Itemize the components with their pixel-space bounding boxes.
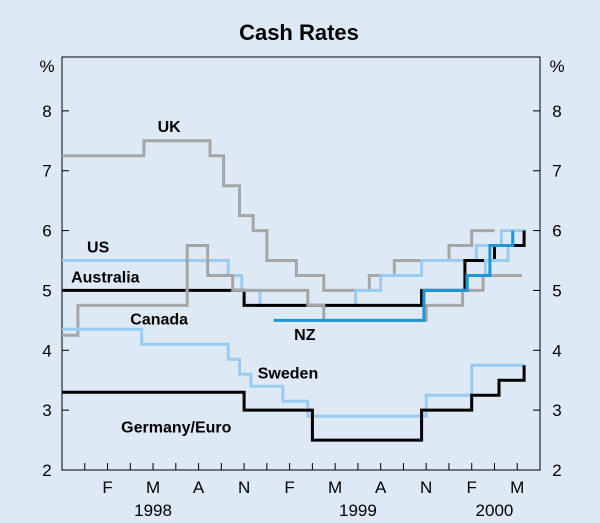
y-axis-right: 2 3 4 5 6 7 8	[533, 102, 562, 480]
y-tick-label-right: 5	[552, 281, 561, 300]
year-label: 1999	[339, 501, 377, 520]
x-tick-label: M	[510, 478, 524, 497]
year-label: 2000	[476, 501, 514, 520]
series-layer	[62, 139, 527, 442]
series-line-sweden	[62, 327, 525, 418]
year-label: 1998	[134, 501, 172, 520]
y-tick-label-left: 3	[42, 401, 51, 420]
series-label-canada: Canada	[130, 312, 188, 329]
x-tick-label: A	[375, 478, 387, 497]
y-tick-label-left: 4	[42, 341, 51, 360]
y-axis-unit-left: %	[39, 57, 54, 76]
series-line-germany-euro	[62, 365, 526, 442]
y-tick-label-right: 8	[552, 102, 561, 121]
x-tick-label: N	[420, 478, 432, 497]
x-tick-label: F	[467, 478, 477, 497]
y-tick-label-right: 6	[552, 222, 561, 241]
y-tick-label-right: 7	[552, 162, 561, 181]
x-tick-label: F	[284, 478, 294, 497]
y-tick-label-right: 3	[552, 401, 561, 420]
x-axis: F M A N F M A N F M 1998 1999 2000	[84, 463, 524, 520]
series-label-nz: NZ	[294, 327, 316, 344]
y-tick-label-left: 2	[42, 461, 51, 480]
series-line-canada	[62, 244, 522, 337]
series-line-nz	[273, 230, 515, 322]
y-tick-label-left: 8	[42, 102, 51, 121]
plot-frame	[61, 56, 541, 471]
y-axis-unit-right: %	[549, 57, 564, 76]
y-tick-label-right: 2	[552, 461, 561, 480]
series-line-australia	[62, 230, 526, 307]
y-tick-label-right: 4	[552, 341, 561, 360]
x-tick-label: M	[328, 478, 342, 497]
chart-title: Cash Rates	[239, 20, 359, 45]
x-tick-label: F	[102, 478, 112, 497]
series-label-germany-euro: Germany/Euro	[121, 419, 231, 436]
series-labels: UK US Australia Canada NZ Sweden Germany/Euro	[71, 119, 318, 436]
series-label-uk: UK	[158, 119, 182, 136]
y-tick-label-left: 7	[42, 162, 51, 181]
x-tick-label: M	[146, 478, 160, 497]
series-label-us: US	[87, 240, 110, 257]
series-line-canada-upper	[465, 245, 510, 291]
series-line-uk	[62, 139, 495, 292]
series-label-sweden: Sweden	[258, 365, 318, 382]
y-tick-label-left: 5	[42, 281, 51, 300]
series-label-australia: Australia	[71, 270, 140, 287]
series-line-us	[62, 229, 527, 307]
x-tick-label: A	[193, 478, 205, 497]
x-tick-label: N	[238, 478, 250, 497]
y-tick-label-left: 6	[42, 222, 51, 241]
